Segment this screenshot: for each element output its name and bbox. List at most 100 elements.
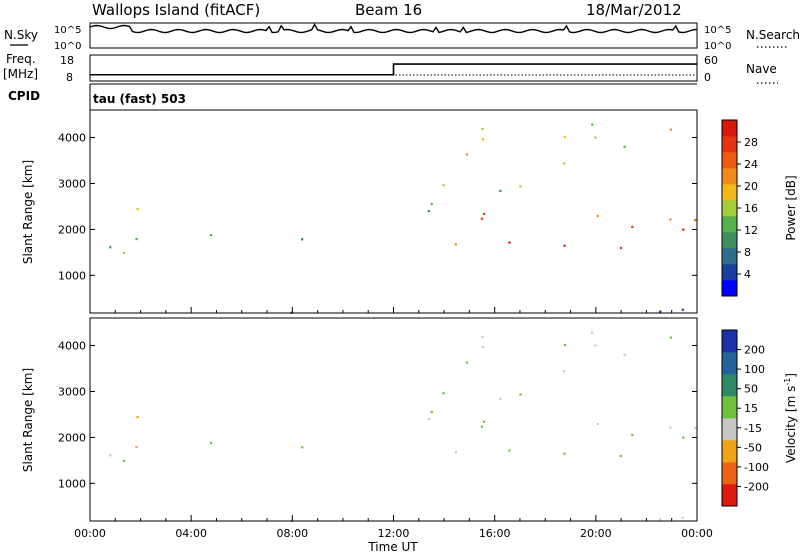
y-tick-label: 3000: [58, 385, 86, 398]
power-echo-cell: [563, 162, 566, 165]
power-echo-cell: [623, 145, 626, 148]
freq-label: Freq.: [6, 52, 36, 66]
vel-echo-cell: [659, 518, 662, 521]
colorbar-swatch: [722, 440, 737, 463]
power-echo-cell: [631, 225, 634, 228]
vel-echo-cell: [508, 449, 511, 452]
cpid-panel: CPID tau (fast) 503: [8, 83, 697, 110]
colorbar-swatch: [722, 232, 737, 249]
vel-echo-cell: [481, 335, 484, 339]
velocity-colorbar: 200 100 50 15 -15 -50 -100 -200 Velocity [m s-1…: [721, 329, 798, 507]
y-tick-label: 1000: [58, 477, 86, 490]
velocity-axis: 1000 2000 3000 4000: [58, 340, 698, 521]
colorbar-swatch: [722, 136, 737, 153]
velocity-colorbar-label: Velocity [m s-1]: [783, 373, 798, 463]
colorbar-swatch: [722, 120, 737, 137]
power-echo-cell: [109, 246, 112, 249]
colorbar-swatch: [722, 152, 737, 169]
x-tick-label: 12:00: [378, 527, 410, 540]
velocity-y-label: Slant Range [km]: [21, 368, 35, 472]
power-colorbar-ticks: 28 24 20 16 12 8 4: [737, 136, 758, 281]
power-echo-cell: [136, 207, 139, 211]
x-tick-label: 04:00: [175, 527, 207, 540]
power-echo-cell: [519, 185, 522, 188]
colorbar-tick-label: 200: [744, 344, 765, 357]
power-axis: 1000 2000 3000 4000: [58, 132, 698, 313]
freq-unit: [MHz]: [3, 67, 38, 81]
power-colorbar-label: Power [dB]: [784, 175, 798, 240]
nave-tick-bottom: 0: [704, 71, 711, 84]
x-tick-label: 00:00: [74, 527, 106, 540]
colorbar-swatch: [722, 248, 737, 265]
colorbar-tick-label: 8: [744, 246, 751, 259]
vel-echo-cell: [619, 454, 622, 458]
velocity-colorbar-swatches: [722, 330, 737, 507]
vel-echo-cell: [563, 370, 566, 373]
freq-tick-top: 18: [60, 54, 74, 67]
colorbar-swatch: [722, 396, 737, 419]
vel-echo-cell: [681, 516, 684, 519]
vel-echo-cell: [135, 446, 138, 449]
y-tick-label: 1000: [58, 269, 86, 282]
vel-echo-cell: [122, 459, 126, 462]
power-echo-cell: [481, 127, 484, 131]
colorbar-tick-label: 15: [744, 402, 758, 415]
beam-title: Beam 16: [355, 1, 422, 19]
colorbar-tick-label: -50: [744, 441, 762, 454]
colorbar-tick-label: 20: [744, 180, 758, 193]
vel-echo-cell: [136, 415, 139, 419]
x-tick-label: 00:00: [681, 527, 713, 540]
colorbar-tick-label: 12: [744, 224, 758, 237]
colorbar-tick-label: 24: [744, 158, 758, 171]
vel-echo-cell: [563, 343, 567, 347]
velocity-colorbar-frame: [721, 329, 738, 507]
colorbar-tick-label: -15: [744, 422, 762, 435]
vel-echo-cell: [563, 452, 566, 455]
y-tick-label: 3000: [58, 177, 86, 190]
power-echo-cell: [427, 210, 430, 213]
colorbar-tick-label: 50: [744, 383, 758, 396]
power-echo-cell: [669, 218, 672, 221]
nsky-line: [89, 23, 698, 34]
y-tick-label: 4000: [58, 340, 86, 353]
vel-echo-cell: [669, 336, 672, 339]
power-echo-cell: [482, 138, 485, 141]
power-echo-cell: [669, 128, 672, 131]
power-echo-cell: [563, 244, 566, 247]
freq-panel: Freq. [MHz] 18 8 60 0 Nave: [3, 52, 778, 84]
y-tick-label: 2000: [58, 431, 86, 444]
date-title: 18/Mar/2012: [586, 1, 682, 19]
colorbar-tick-label: -100: [744, 461, 769, 474]
x-tick-labels: 00:00 04:00 08:00 12:00 16:00 20:00 00:00: [74, 527, 713, 540]
power-echo-cell: [682, 228, 685, 231]
power-echo-cell: [454, 243, 457, 246]
x-tick-label: 20:00: [580, 527, 612, 540]
power-echo-cell: [594, 136, 597, 139]
vel-echo-cell: [454, 451, 457, 454]
velocity-panel-frame: [89, 317, 698, 522]
power-echo-cell: [619, 246, 622, 250]
velocity-cells: [109, 331, 697, 522]
cpid-text: tau (fast) 503: [93, 92, 186, 106]
freq-panel-frame: [89, 54, 698, 82]
colorbar-tick-label: 4: [744, 268, 751, 281]
colorbar-swatch: [722, 462, 737, 485]
power-y-label: Slant Range [km]: [21, 160, 35, 264]
nsky-label: N.Sky: [4, 28, 38, 42]
power-echo-cell: [508, 241, 511, 244]
freq-tick-bottom: 8: [66, 71, 73, 84]
vel-echo-cell: [596, 422, 599, 426]
vel-echo-cell: [682, 436, 685, 439]
nsky-panel: N.Sky 10^5 10^0 10^5 10^0 N.Search: [4, 22, 800, 52]
power-echo-cell: [659, 310, 662, 313]
colorbar-swatch: [722, 418, 737, 441]
velocity-panel: 1000 2000 3000 4000 Slant Range [km]: [21, 317, 698, 522]
nsky-tick-top: 10^5: [54, 25, 81, 36]
colorbar-tick-label: -200: [744, 480, 769, 493]
x-axis-label: Time UT: [367, 540, 418, 554]
vel-echo-cell: [631, 433, 634, 436]
colorbar-swatch: [722, 264, 737, 281]
colorbar-swatch: [722, 280, 737, 297]
power-echo-cell: [301, 238, 304, 241]
